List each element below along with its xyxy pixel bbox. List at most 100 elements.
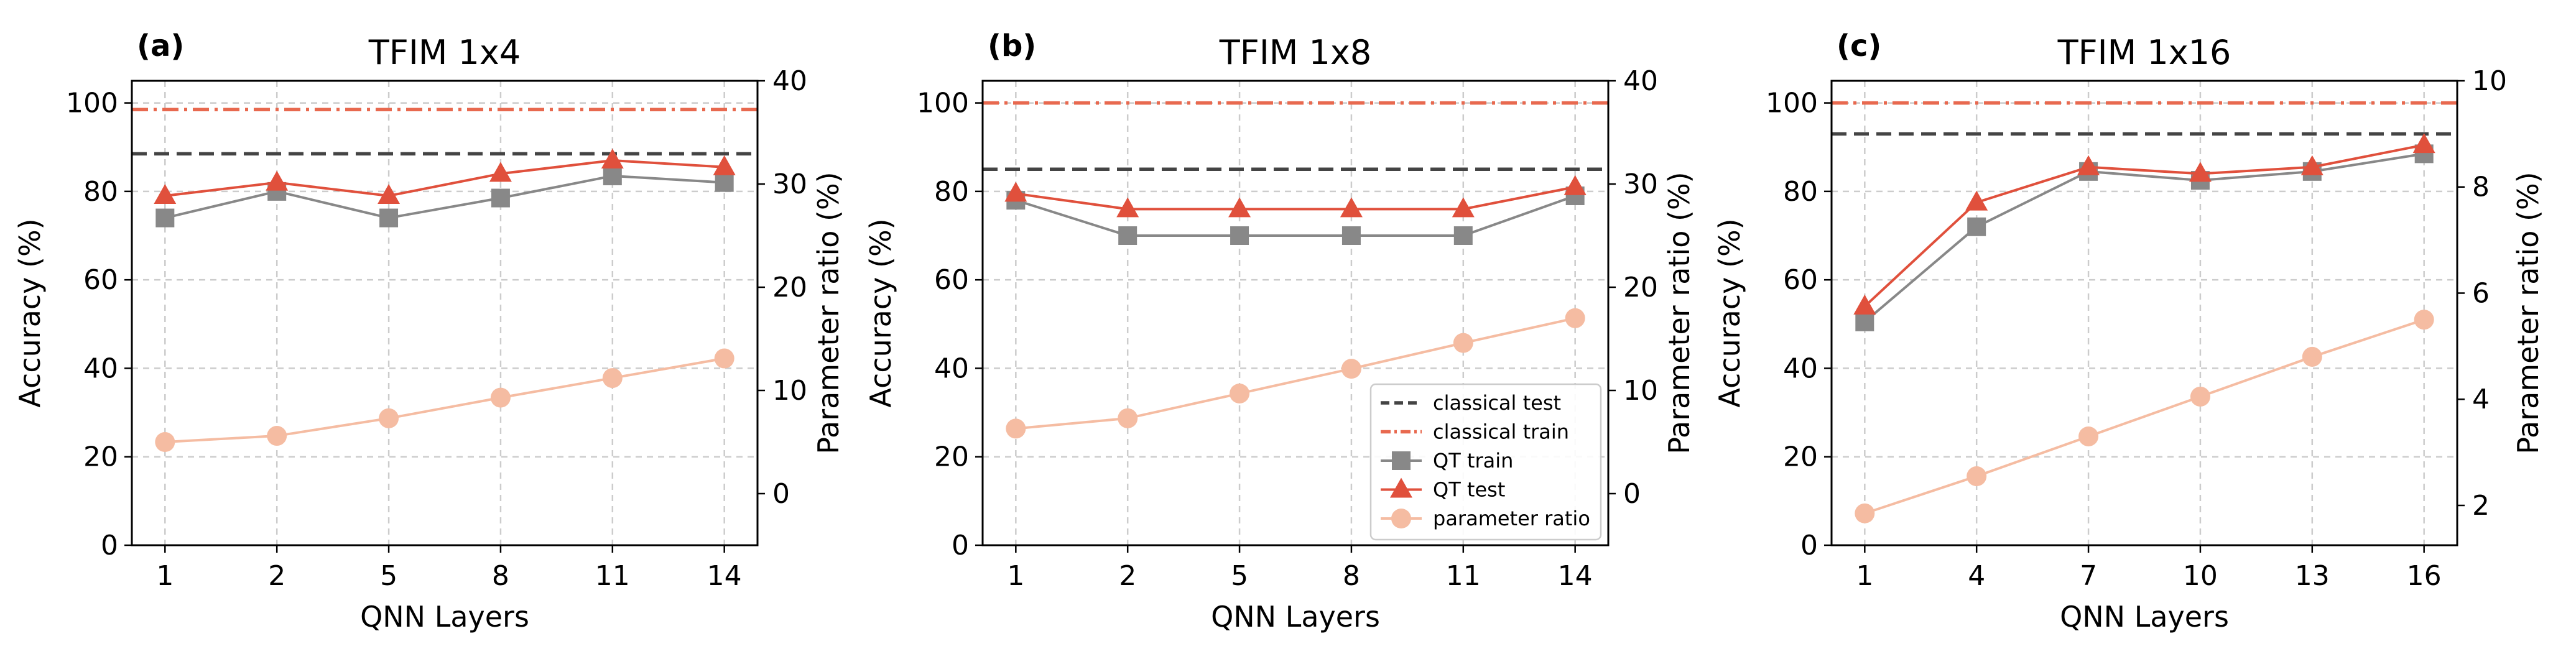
x-tick-label: 8 [1343,560,1360,592]
x-axis-label: QNN Layers [1211,600,1380,634]
parameter-ratio-line [1016,316,1576,430]
legend: classical test classical train QT train QT … [1369,383,1602,541]
legend-box [1369,383,1602,541]
y-right-tick-label: 30 [1623,168,1658,200]
parameter-ratio-point [2078,426,2099,446]
y-right-tick-label: 40 [772,65,807,97]
qt-test-point [2189,162,2212,182]
x-tick-label: 13 [2295,560,2330,592]
y-right-tick-label: 40 [1623,65,1658,97]
x-tick-label: 7 [2080,560,2097,592]
y-right-tick-label: 10 [1623,375,1658,407]
qt-train-point [603,166,622,185]
y-right-tick-label: 10 [2472,65,2507,97]
y-tick-label: 40 [1783,353,1818,384]
parameter-ratio-point [1230,383,1250,403]
qt-test-point [1853,294,1876,315]
y-tick-label: 80 [934,176,969,208]
qt-test-point [2077,155,2100,175]
y-right-axis-label: Parameter ratio (%) [1662,172,1696,454]
parameter-ratio-line [1864,318,2425,515]
x-tick-label: 11 [1446,560,1481,592]
legend-label: QT train [1433,449,1513,472]
plot-frame [1830,80,2458,546]
legend-marker [1390,477,1412,498]
y-tick-label: 0 [101,530,118,561]
y-right-tick-label: 10 [772,375,807,407]
qt-test-point [1564,175,1587,195]
y-tick-label: 60 [934,264,969,296]
x-axis-label: QNN Layers [2060,600,2229,634]
x-tick-label: 5 [380,560,397,592]
qt-train-point [1855,312,1874,331]
y-tick-label: 20 [1783,441,1818,473]
y-tick-label: 40 [934,353,969,384]
qt-test-point [1116,197,1139,218]
y-tick-label: 20 [83,441,118,473]
parameter-ratio-point [2302,346,2322,367]
qt-test-point [1965,190,1988,211]
parameter-ratio-point [1565,308,1585,328]
x-tick-label: 10 [2183,560,2218,592]
y-axis-label: Accuracy (%) [13,218,47,407]
qt-test-point [2300,155,2323,175]
y-tick-label: 60 [1783,264,1818,296]
y-tick-label: 100 [917,88,969,119]
y-tick-label: 100 [66,88,118,119]
parameter-ratio-point [490,387,511,408]
legend-label: QT test [1433,478,1505,502]
parameter-ratio-point [267,426,287,446]
chart-panel-2: 0 20 40 60 80 100 0 10 20 30 40 1 2 5 8 11 14 TFIM 1x8 (b)… [864,29,1696,634]
y-tick-label: 80 [83,176,118,208]
x-tick-label: 16 [2407,560,2442,592]
y-axis-label: Accuracy (%) [864,218,897,407]
legend-label: parameter ratio [1433,507,1590,530]
y-right-tick-label: 4 [2472,384,2490,415]
parameter-ratio-point [2190,386,2210,407]
parameter-ratio-point [1967,466,1987,487]
y-tick-label: 0 [1800,530,1818,561]
parameter-ratio-point [2414,310,2434,330]
x-tick-label: 8 [492,560,509,592]
x-tick-label: 1 [156,560,174,592]
qt-test-point [489,162,512,182]
y-right-tick-label: 30 [772,168,807,200]
parameter-ratio-point [602,368,623,389]
qt-train-point [1230,226,1249,245]
parameter-ratio-point [1006,418,1026,439]
parameter-ratio-point [379,408,399,428]
chart-panel-1: 0 20 40 60 80 100 0 10 20 30 40 1 2 5 8 11 14 TFIM 1x4 (a)… [13,29,845,634]
qt-test-point [1228,197,1251,218]
qt-train-point [715,173,734,192]
panel-label: (b) [988,29,1036,63]
y-tick-label: 0 [952,530,969,561]
qt-test-point [378,183,401,204]
qt-test-point [2412,133,2435,154]
x-tick-label: 14 [1558,560,1593,592]
y-tick-label: 20 [934,441,969,473]
x-tick-label: 5 [1231,560,1248,592]
qt-test-point [713,155,736,175]
y-right-tick-label: 0 [1623,478,1641,510]
chart-title: TFIM 1x4 [368,33,521,72]
parameter-ratio-point [714,348,734,369]
y-right-tick-label: 6 [2472,277,2490,309]
y-tick-label: 80 [1783,176,1818,208]
parameter-ratio-line [165,357,725,443]
qt-test-point [154,183,177,204]
y-right-tick-label: 2 [2472,490,2490,522]
y-tick-label: 40 [83,353,118,384]
y-right-axis-label: Parameter ratio (%) [812,172,845,454]
qt-train-point [1118,226,1137,245]
parameter-ratio-point [1118,408,1138,428]
legend-marker [1391,509,1411,528]
plot-frame [131,80,759,546]
qt-test-line [1016,185,1576,211]
x-tick-label: 2 [268,560,285,592]
chart-panel-3: 0 20 40 60 80 100 2 4 6 8 10 1 4 7 10 13 16 TFIM 1x16 (c) Q… [1713,29,2545,634]
qt-train-point [1341,226,1361,245]
qt-test-point [601,149,624,169]
y-right-tick-label: 20 [772,272,807,303]
y-right-axis-label: Parameter ratio (%) [2511,172,2545,454]
legend-label: classical test [1433,391,1561,415]
